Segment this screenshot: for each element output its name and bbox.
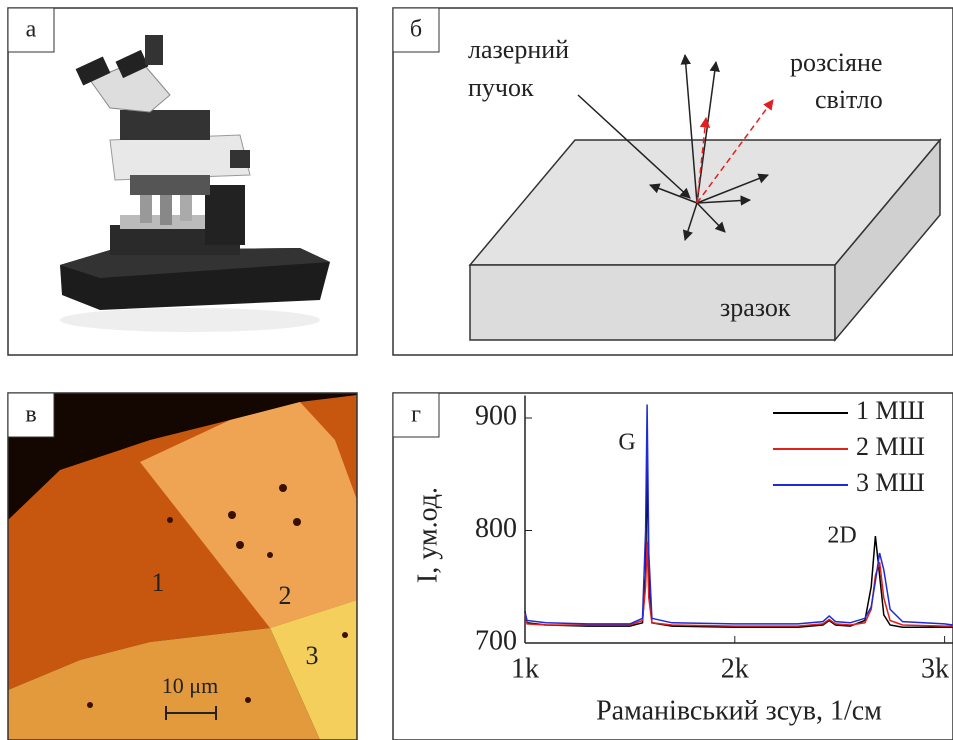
figure: а лазерний пучок розсіяне світло зразок … [0,0,953,740]
x-axis-label: Раманівський зсув, 1/см [596,695,882,726]
y-tick-label: 900 [475,400,517,431]
region-label: 2 [279,581,292,610]
y-tick-label: 700 [475,625,517,656]
panel-label: в [25,402,36,428]
laser-text: лазерний [468,35,569,64]
region-label: 3 [306,641,319,670]
panel-label: г [411,402,421,428]
annotation: 2D [827,523,856,549]
region-label: 1 [152,568,165,597]
annotation: G [618,430,635,456]
x-tick-label: 1k [511,653,539,684]
legend-label: 2 МШ [856,432,925,461]
scattered-text: світло [815,85,883,114]
scattered-text: розсіяне [790,48,882,77]
panel-label: а [26,17,37,43]
laser-text: пучок [468,73,534,102]
y-tick-label: 800 [475,513,517,544]
legend-label: 1 МШ [856,396,925,425]
sample-text: зразок [720,293,791,322]
panel-label: б [410,17,422,43]
x-tick-label: 3k [921,653,949,684]
scale-label: 10 μm [162,673,218,698]
legend-label: 3 МШ [856,468,925,497]
y-axis-label: I, ум.од. [412,487,443,583]
x-tick-label: 2k [721,653,749,684]
